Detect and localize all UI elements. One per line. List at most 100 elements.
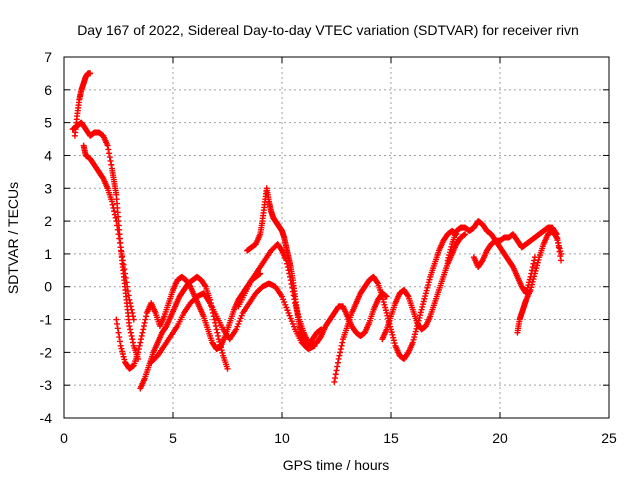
data-point [120, 353, 127, 360]
data-point [104, 142, 111, 149]
data-point [448, 243, 455, 250]
x-tick-label: 10 [274, 430, 290, 446]
y-tick-label: 2 [44, 213, 52, 229]
data-point [105, 146, 112, 153]
data-point [106, 150, 113, 157]
data-point [114, 325, 121, 332]
data-point [528, 284, 535, 291]
series-sat-k [444, 218, 565, 264]
grid [64, 57, 609, 418]
data-point [530, 276, 537, 283]
data-point [534, 262, 541, 269]
data-point [128, 306, 135, 313]
y-axis-label: SDTVAR / TECUs [5, 182, 21, 294]
data-point [122, 270, 129, 277]
data-point [381, 301, 388, 308]
data-point [119, 253, 126, 260]
data-point [286, 270, 293, 277]
series-sat-i [331, 227, 460, 385]
data-point [218, 347, 225, 354]
data-point [289, 320, 296, 327]
data-point [141, 319, 148, 326]
data-point [332, 375, 339, 382]
data-point [531, 270, 538, 277]
data-point [116, 239, 123, 246]
data-point [112, 214, 119, 221]
y-tick-label: 6 [44, 82, 52, 98]
series-sat-l [470, 237, 538, 297]
data-point [446, 252, 453, 259]
data-point [106, 154, 113, 161]
data-point [87, 70, 94, 77]
data-point [116, 334, 123, 341]
y-tick-label: 3 [44, 180, 52, 196]
data-point [417, 309, 424, 316]
data-point [419, 303, 426, 310]
data-point [333, 367, 340, 374]
data-point [122, 274, 129, 281]
data-point [217, 344, 224, 351]
data-point [108, 161, 115, 168]
data-point [556, 245, 563, 252]
data-point [424, 284, 431, 291]
data-point [216, 338, 223, 345]
data-point [419, 301, 426, 308]
data-point [411, 334, 418, 341]
data-point [119, 348, 126, 355]
data-point [535, 256, 542, 263]
data-point [127, 329, 134, 336]
data-point [217, 341, 224, 348]
data-point [107, 157, 114, 164]
data-point [529, 278, 536, 285]
data-point [113, 316, 120, 323]
data-point [201, 282, 208, 289]
data-point [290, 323, 297, 330]
y-tick-label: 1 [44, 246, 52, 262]
data-point [338, 342, 345, 349]
data-point [421, 295, 428, 302]
x-tick-label: 25 [601, 430, 617, 446]
data-point [125, 292, 132, 299]
data-point [124, 288, 131, 295]
data-point [382, 304, 389, 311]
data-point [388, 329, 395, 336]
data-point [558, 257, 565, 264]
data-point [284, 260, 291, 267]
data-point [124, 283, 131, 290]
data-point [140, 326, 147, 333]
data-point [286, 312, 293, 319]
data-point [420, 298, 427, 305]
data-point [138, 336, 145, 343]
data-point [292, 300, 299, 307]
data-point [292, 302, 299, 309]
data-point [288, 280, 295, 287]
y-tick-label: -3 [40, 377, 53, 393]
series-sat-g [244, 185, 325, 349]
data-point [555, 242, 562, 249]
data-point [534, 259, 541, 266]
data-point [127, 303, 134, 310]
data-point [444, 257, 451, 264]
data-point [289, 288, 296, 295]
data-point [528, 281, 535, 288]
series-sat-c [80, 142, 137, 323]
data-point [215, 332, 222, 339]
x-tick-label: 5 [169, 430, 177, 446]
y-tick-label: 5 [44, 115, 52, 131]
data-point [339, 339, 346, 346]
data-point [409, 339, 416, 346]
data-point [142, 316, 149, 323]
data-point [224, 365, 231, 372]
data-point [382, 307, 389, 314]
data-point [390, 337, 397, 344]
series-sat-m [514, 227, 565, 336]
data-point [113, 218, 120, 225]
data-point [214, 329, 221, 336]
data-point [291, 296, 298, 303]
series-sat-e [137, 273, 231, 392]
data-point [235, 320, 242, 327]
data-point [139, 329, 146, 336]
axis-ticks: 0 5 10 15 20 25 -4 -3 -2 -1 0 1 2 3 4 5 6 7 [40, 49, 617, 446]
data-point [126, 296, 133, 303]
